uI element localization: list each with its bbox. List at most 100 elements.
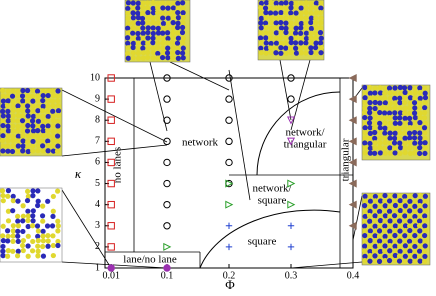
particle <box>125 0 132 6</box>
particle <box>15 198 21 204</box>
particle <box>392 218 398 224</box>
particle <box>367 115 373 121</box>
particle <box>293 15 300 21</box>
particle <box>417 135 423 141</box>
point <box>163 222 171 230</box>
particle <box>402 130 408 136</box>
particle <box>417 95 423 101</box>
particle <box>40 103 46 109</box>
particle <box>407 258 413 264</box>
particle <box>313 0 319 6</box>
particle <box>402 208 408 214</box>
particle <box>293 0 299 6</box>
particle <box>298 50 304 56</box>
particle <box>45 233 51 239</box>
particle <box>367 135 373 142</box>
particle <box>140 0 146 6</box>
particle <box>422 120 429 127</box>
particle <box>362 243 368 249</box>
particle <box>397 238 403 244</box>
particle <box>30 103 36 109</box>
particle <box>49 88 56 94</box>
particle <box>288 35 294 41</box>
particle <box>180 55 186 61</box>
particle <box>20 238 26 244</box>
particle <box>45 123 51 129</box>
particle <box>150 55 156 61</box>
particle <box>422 145 428 151</box>
particle <box>50 123 56 129</box>
particle <box>50 242 56 249</box>
particle <box>407 233 413 239</box>
particle <box>40 243 46 250</box>
point <box>107 95 115 103</box>
particle <box>15 223 22 229</box>
particle <box>382 100 388 106</box>
particle <box>417 258 423 264</box>
particle <box>130 5 136 11</box>
particle <box>367 203 373 209</box>
particle <box>318 20 324 26</box>
particle <box>397 84 403 91</box>
particle <box>422 243 428 249</box>
particle <box>30 208 36 214</box>
particle <box>406 105 413 111</box>
particle <box>5 218 12 224</box>
particle <box>402 140 408 146</box>
particle <box>160 0 166 6</box>
particle <box>155 25 161 31</box>
plot-frame <box>104 77 354 269</box>
region-label: square <box>248 236 277 248</box>
particle <box>20 247 26 254</box>
particle <box>402 135 408 141</box>
particle <box>422 223 428 229</box>
particle <box>387 95 394 101</box>
particle <box>288 20 294 26</box>
particle <box>164 25 171 31</box>
particle <box>382 135 388 141</box>
particle <box>382 248 388 254</box>
particle <box>135 20 141 26</box>
particle <box>402 150 408 156</box>
particle <box>392 257 398 264</box>
region-label: network/ <box>252 183 292 195</box>
particle <box>417 130 423 136</box>
particle <box>417 228 423 234</box>
particle <box>372 208 378 214</box>
particle <box>35 133 41 140</box>
particle <box>422 85 428 91</box>
particle <box>417 115 423 121</box>
particle <box>160 15 166 21</box>
point <box>225 243 233 251</box>
particle <box>30 133 36 139</box>
particle <box>125 30 132 36</box>
particle <box>135 10 141 16</box>
particle <box>298 30 304 36</box>
particle <box>362 145 368 151</box>
point <box>225 116 233 124</box>
particle <box>382 115 388 121</box>
particle <box>308 39 314 46</box>
particle <box>268 19 274 26</box>
particle <box>313 25 319 31</box>
particle <box>392 130 398 136</box>
particle <box>29 223 36 229</box>
particle <box>273 45 279 51</box>
particle <box>155 10 161 16</box>
particle <box>298 10 304 16</box>
particle <box>422 130 428 136</box>
point <box>286 116 296 125</box>
particle <box>303 10 309 16</box>
particle <box>288 39 294 46</box>
particle <box>25 98 31 104</box>
particle <box>15 92 21 99</box>
particle <box>15 112 21 119</box>
particle <box>25 223 31 230</box>
particle <box>165 5 171 11</box>
particle <box>397 145 404 151</box>
particle <box>258 45 264 51</box>
particle <box>150 15 156 22</box>
particle <box>15 218 21 224</box>
particle <box>180 45 186 51</box>
particle <box>30 193 36 199</box>
